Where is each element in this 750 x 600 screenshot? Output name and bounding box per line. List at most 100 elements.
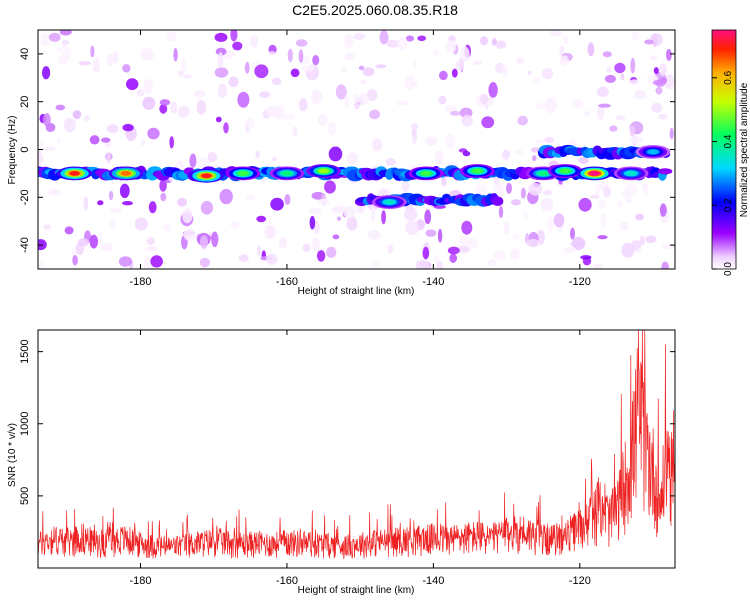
noise-blob [214, 32, 228, 43]
noise-blob [215, 116, 222, 123]
noise-blob [344, 33, 354, 49]
noise-blob [59, 30, 72, 36]
noise-blob [200, 200, 213, 215]
noise-blob [651, 102, 663, 114]
noise-blob [653, 67, 659, 75]
noise-blob [327, 121, 337, 136]
noise-blob [311, 89, 323, 105]
noise-blob [298, 98, 308, 112]
noise-blob [83, 196, 89, 211]
noise-blob [404, 75, 416, 91]
hotspot [589, 171, 600, 176]
noise-blob [344, 52, 355, 61]
noise-blob [56, 138, 61, 144]
noise-blob [659, 63, 667, 76]
noise-blob [40, 33, 51, 47]
noise-blob [547, 216, 554, 232]
noise-blob [603, 186, 611, 198]
noise-blob [417, 35, 427, 42]
noise-blob [629, 135, 643, 145]
colorbar-ticks: 0.0 0.2 0.4 0.6 [712, 70, 734, 276]
noise-blob [232, 41, 243, 51]
noise-blob [652, 33, 658, 48]
noise-blob [169, 136, 174, 149]
noise-blob [177, 197, 188, 207]
noise-blob [271, 77, 282, 86]
noise-blob [615, 115, 626, 120]
noise-blob [250, 35, 259, 48]
noise-blob [362, 67, 375, 77]
hotspot [69, 171, 80, 176]
hotspot [384, 199, 395, 205]
noise-blob [372, 260, 380, 269]
noise-blob [183, 228, 196, 242]
noise-blob [511, 199, 521, 206]
noise-blob [532, 155, 537, 162]
hotspot [281, 171, 293, 176]
bottom-y-tick-label: 1000 [19, 412, 31, 436]
noise-blob [592, 263, 604, 269]
top-y-axis: -40 -20 0 20 40 [19, 48, 675, 253]
noise-blob [634, 89, 646, 100]
noise-blob [639, 235, 645, 246]
noise-blob [404, 207, 418, 221]
noise-blob [328, 146, 343, 162]
noise-blob [230, 30, 238, 42]
noise-blob [629, 125, 635, 137]
noise-blob [425, 229, 437, 237]
noise-blob [437, 96, 448, 104]
snr-panel: -180 -160 -140 -120 500 1000 1500 Height of s… [7, 329, 676, 596]
noise-blob [302, 243, 311, 252]
noise-blob [109, 208, 123, 214]
noise-blob [48, 32, 61, 42]
noise-blob [367, 229, 381, 240]
noise-blob [143, 78, 154, 95]
colorbar-tick-label: 0.6 [723, 70, 734, 84]
noise-blob [598, 103, 611, 108]
noise-blob [484, 103, 489, 110]
noise-blob [106, 124, 119, 134]
top-x-tick-label: -160 [276, 276, 298, 288]
noise-blob [515, 58, 525, 64]
noise-blob [196, 100, 207, 115]
noise-blob [412, 60, 417, 67]
noise-blob [609, 125, 618, 132]
hotspot [237, 171, 249, 176]
noise-blob [437, 228, 443, 243]
noise-blob [118, 256, 133, 267]
noise-blob [38, 142, 44, 147]
noise-blob [387, 244, 394, 254]
colorbar-label: Normalized spectral amplitude [739, 82, 750, 217]
noise-blob [597, 235, 608, 240]
noise-blob [644, 39, 654, 45]
noise-blob [669, 127, 674, 140]
noise-blob [97, 200, 104, 206]
colorbar-tick-label: 0.4 [723, 134, 734, 148]
noise-blob [324, 180, 336, 194]
noise-blob [244, 61, 250, 74]
bottom-x-tick-label: -140 [422, 575, 444, 587]
noise-blob [223, 122, 229, 134]
bottom-x-tick-label: -160 [276, 575, 298, 587]
noise-blob [559, 55, 569, 67]
noise-blob [182, 208, 193, 224]
noise-blob [173, 48, 178, 62]
bottom-y-tick-label: 1500 [19, 339, 31, 363]
noise-blob [61, 39, 70, 46]
noise-blob [618, 200, 623, 208]
noise-blob [434, 254, 439, 264]
noise-blob [461, 220, 473, 235]
noise-blob [626, 198, 632, 203]
bottom-y-tick-label: 500 [19, 487, 31, 505]
noise-blob [614, 62, 626, 74]
noise-blob [181, 58, 186, 74]
noise-blob [568, 138, 578, 148]
noise-blob [416, 259, 430, 269]
noise-blob [196, 158, 211, 169]
noise-blob [353, 33, 366, 40]
noise-blob [635, 213, 644, 221]
noise-blob [578, 197, 592, 212]
noise-blob [301, 64, 315, 72]
noise-blob [487, 259, 497, 267]
